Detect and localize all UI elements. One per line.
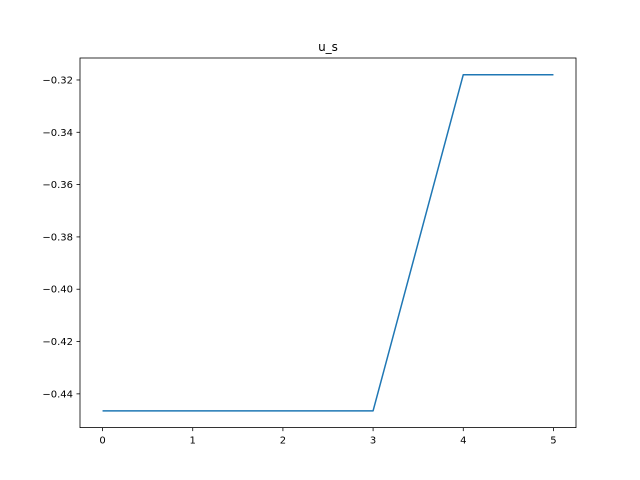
x-tick-label: 2 (280, 436, 286, 447)
axes-frame (79, 57, 577, 429)
series-line-0 (102, 73, 554, 412)
plot-area (102, 73, 554, 412)
y-tick-label: −0.44 (42, 389, 73, 400)
x-tick-label: 4 (460, 436, 466, 447)
y-tick-label: −0.32 (42, 75, 73, 86)
y-tick-label: −0.40 (42, 285, 73, 296)
chart-title: u_s (318, 40, 338, 54)
x-tick-label: 0 (99, 436, 105, 447)
y-tick-label: −0.34 (42, 128, 73, 139)
x-tick-label: 5 (550, 436, 556, 447)
x-tick-label: 1 (190, 436, 196, 447)
x-tick-label: 3 (370, 436, 376, 447)
y-tick-label: −0.38 (42, 232, 73, 243)
y-tick-label: −0.36 (42, 180, 73, 191)
y-tick-label: −0.42 (42, 337, 73, 348)
axis-ticks: 0 1 2 3 4 5 −0.44 −0.42 −0.40 −0.38 −0.36 −0.34 −0.3… (42, 75, 556, 446)
